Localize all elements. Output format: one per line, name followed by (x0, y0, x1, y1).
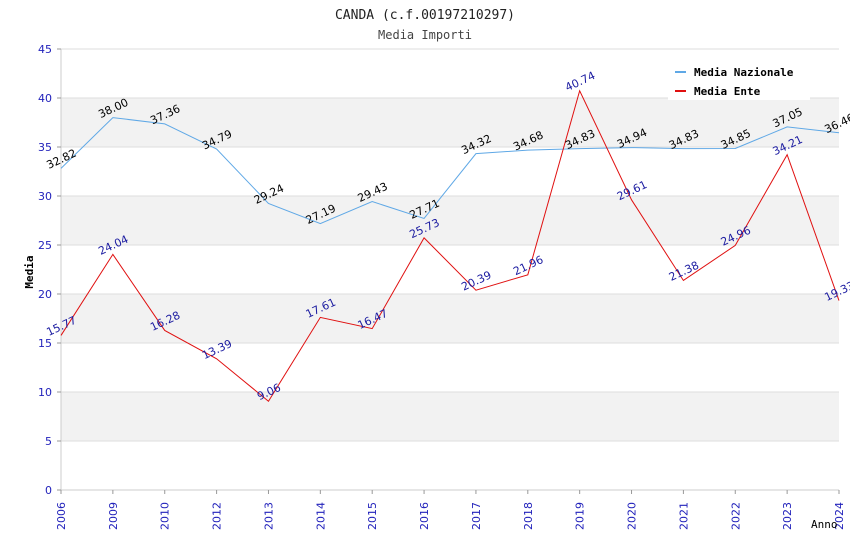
y-tick-label: 25 (38, 239, 52, 252)
y-tick-label: 35 (38, 141, 52, 154)
x-tick-label: 2017 (470, 502, 483, 530)
x-tick-label: 2015 (366, 502, 379, 530)
y-tick-label: 15 (38, 337, 52, 350)
y-tick-label: 30 (38, 190, 52, 203)
x-tick-label: 2016 (418, 502, 431, 530)
series-line-media-ente (60, 89, 840, 402)
x-tick-label: 2024 (833, 502, 846, 530)
x-tick-label: 2009 (107, 502, 120, 530)
legend-label: Media Nazionale (694, 66, 794, 79)
y-tick-label: 45 (38, 43, 52, 56)
y-tick-label: 10 (38, 386, 52, 399)
chart-subtitle: Media Importi (378, 28, 472, 42)
y-axis-label: Media (23, 255, 36, 288)
plot-band (61, 343, 839, 392)
x-tick-label: 2020 (626, 502, 639, 530)
plot-band (61, 98, 839, 147)
x-tick-label: 2013 (262, 502, 275, 530)
series-line-media-nazionale (60, 117, 840, 225)
x-tick-label: 2012 (211, 502, 224, 530)
y-tick-label: 0 (45, 484, 52, 497)
x-tick-label: 2022 (729, 502, 742, 530)
axes (60, 49, 839, 491)
legend-label: Media Ente (694, 85, 761, 98)
y-axis-ticks: 0 5 10 15 20 25 30 35 40 45 (38, 43, 61, 497)
y-tick-label: 20 (38, 288, 52, 301)
x-axis-label: Anno (811, 518, 838, 531)
plot-band (61, 441, 839, 490)
chart-title: CANDA (c.f.00197210297) (335, 8, 515, 23)
plot-band (61, 294, 839, 343)
series-lines (60, 89, 840, 402)
plot-band (61, 392, 839, 441)
x-axis-ticks: 2006 2009 2010 2012 2013 2014 2015 2016 2017 2018… (55, 490, 846, 530)
y-tick-label: 5 (45, 435, 52, 448)
legend-box (668, 60, 810, 100)
x-tick-label: 2014 (314, 502, 327, 530)
x-tick-label: 2018 (522, 502, 535, 530)
x-tick-label: 2021 (677, 502, 690, 530)
x-tick-label: 2019 (574, 502, 587, 530)
plot-band (61, 245, 839, 294)
legend: Media Nazionale Media Ente (668, 60, 810, 100)
x-tick-label: 2010 (159, 502, 172, 530)
gridlines (61, 48, 839, 491)
y-tick-label: 40 (38, 92, 52, 105)
x-tick-label: 2023 (781, 502, 794, 530)
plot-background (61, 49, 839, 490)
x-tick-label: 2006 (55, 502, 68, 530)
plot-band (61, 196, 839, 245)
plot-band (61, 147, 839, 196)
